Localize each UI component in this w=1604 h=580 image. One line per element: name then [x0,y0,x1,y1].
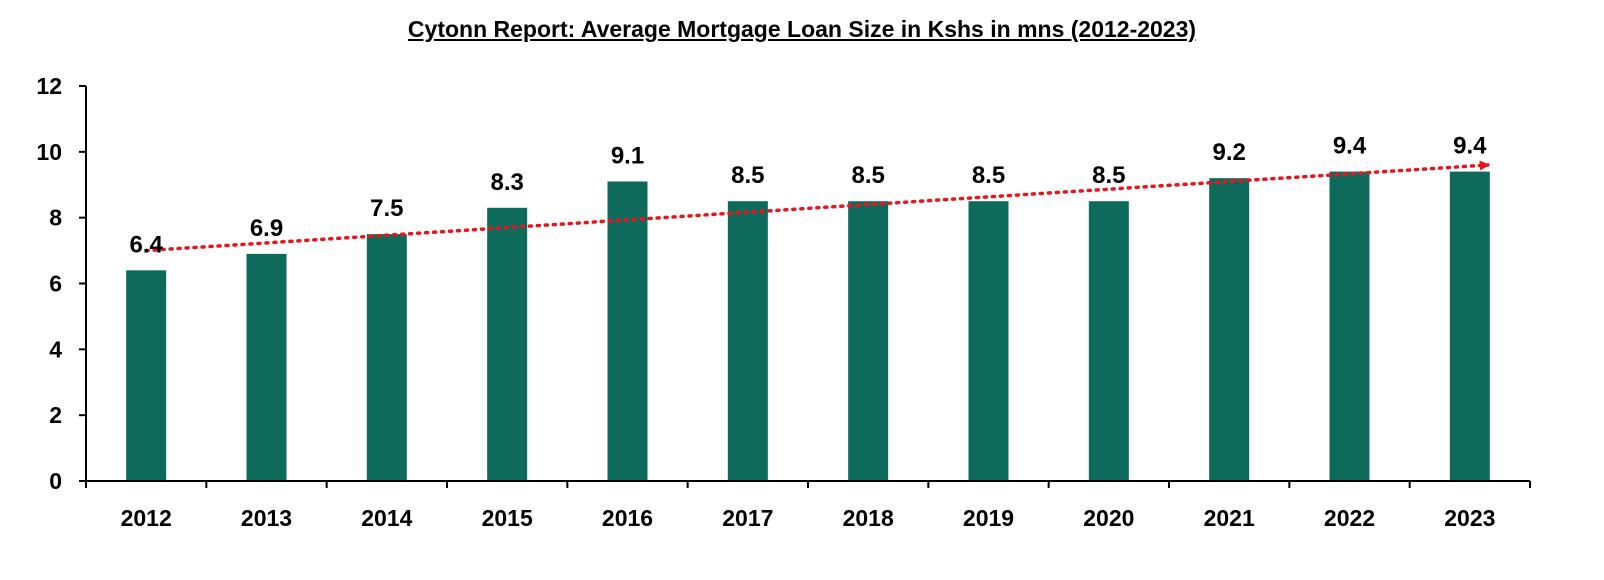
bar [246,253,287,481]
data-label: 8.5 [972,162,1005,189]
y-tick-label: 2 [49,402,62,428]
x-tick-label: 2013 [241,505,292,531]
data-label: 8.5 [851,162,884,189]
x-tick-label: 2017 [722,505,773,531]
x-tick-label: 2021 [1204,505,1255,531]
y-tick-label: 10 [36,139,62,165]
chart-title: Cytonn Report: Average Mortgage Loan Siz… [407,16,1197,42]
bar [727,201,768,482]
data-label: 9.4 [1453,133,1487,160]
data-label: 9.4 [1333,133,1367,160]
data-label: 9.1 [611,142,644,169]
x-tick-label: 2020 [1083,505,1134,531]
data-label: 8.5 [1092,162,1125,189]
bar [1329,171,1370,482]
data-label: 6.9 [250,215,283,242]
data-label: 6.4 [129,231,163,258]
data-label: 9.2 [1212,139,1245,166]
bar [968,201,1009,482]
x-tick-label: 2012 [121,505,172,531]
bar [607,181,648,482]
data-label: 8.5 [731,162,764,189]
x-tick-label: 2015 [482,505,533,531]
y-tick-label: 12 [36,73,62,99]
x-tick-label: 2022 [1324,505,1375,531]
x-tick-label: 2014 [361,505,412,531]
y-tick-label: 8 [49,205,62,231]
trendline [144,160,1490,253]
bar [848,201,889,482]
bar [1088,201,1129,482]
bar [1449,171,1490,482]
y-tick-label: 4 [49,336,62,362]
y-tick-label: 6 [49,271,62,297]
bar [126,270,167,481]
data-label: 7.5 [370,195,403,222]
data-label: 8.3 [490,169,523,196]
x-tick-label: 2023 [1444,505,1495,531]
bar [366,234,407,481]
x-tick-label: 2019 [963,505,1014,531]
bar [1209,178,1250,481]
bar [487,207,528,481]
y-tick-label: 0 [49,468,62,494]
x-tick-label: 2018 [843,505,894,531]
x-tick-label: 2016 [602,505,653,531]
